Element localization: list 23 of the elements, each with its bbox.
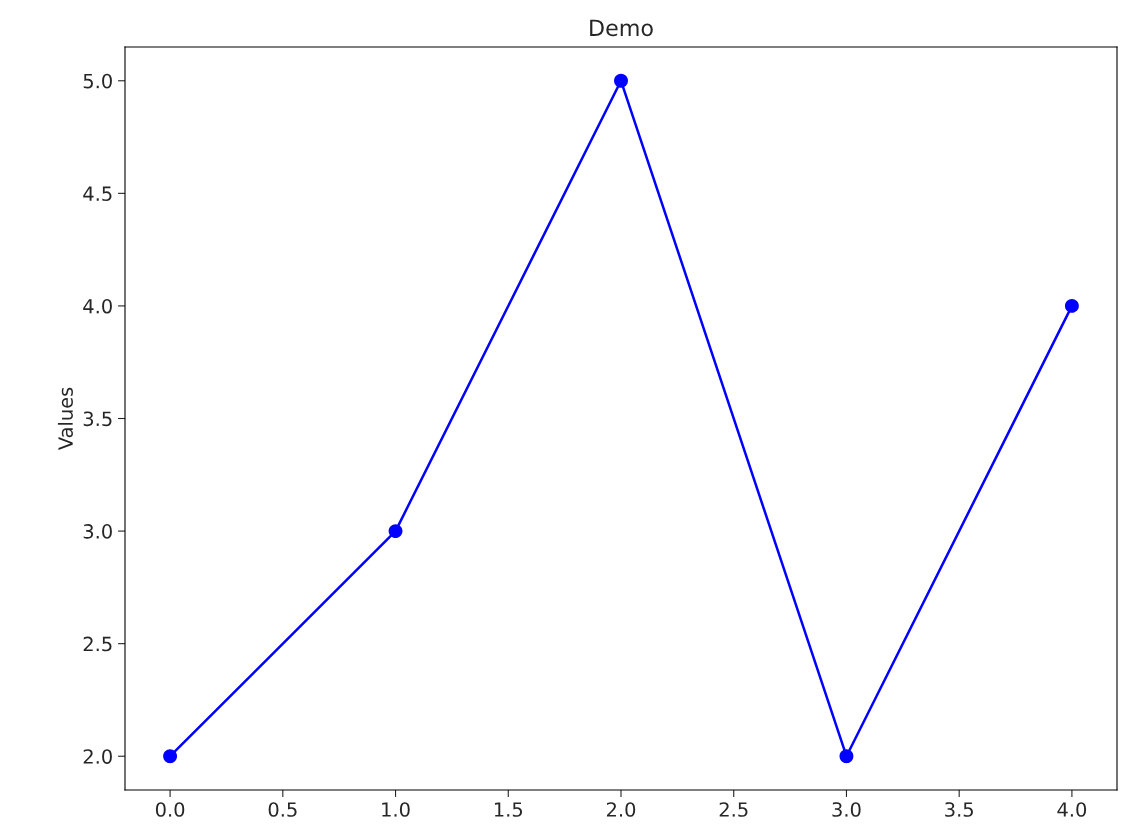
x-tick-label: 3.0 — [832, 802, 861, 817]
y-tick-label: 4.0 — [83, 298, 112, 314]
point — [388, 524, 403, 539]
x-tick-label: 0.0 — [155, 802, 185, 817]
point — [614, 73, 628, 88]
y-tick-label: 2.0 — [83, 749, 112, 764]
y-tick-label: 3.0 — [83, 524, 112, 539]
point — [1064, 298, 1079, 313]
y-tick-label: 4.5 — [83, 186, 112, 202]
x-tick-label: 0.5 — [268, 802, 297, 817]
chart-title: Demo — [590, 19, 653, 37]
x-tick-label: 2.5 — [719, 802, 748, 817]
y-tick-label: 3.5 — [83, 411, 112, 427]
y-tick-label: 2.5 — [83, 636, 112, 652]
point — [839, 749, 854, 764]
x-tick-label: 2.0 — [606, 802, 636, 817]
y-tick-label: 5.0 — [83, 73, 112, 89]
x-tick-label: 1.0 — [382, 802, 410, 817]
y-axis-title: Values — [57, 387, 73, 451]
x-tick-label: 4.0 — [1057, 802, 1087, 817]
x-tick-label: 1.5 — [494, 802, 523, 817]
x-tick-label: 3.5 — [945, 802, 973, 817]
point — [163, 749, 178, 764]
